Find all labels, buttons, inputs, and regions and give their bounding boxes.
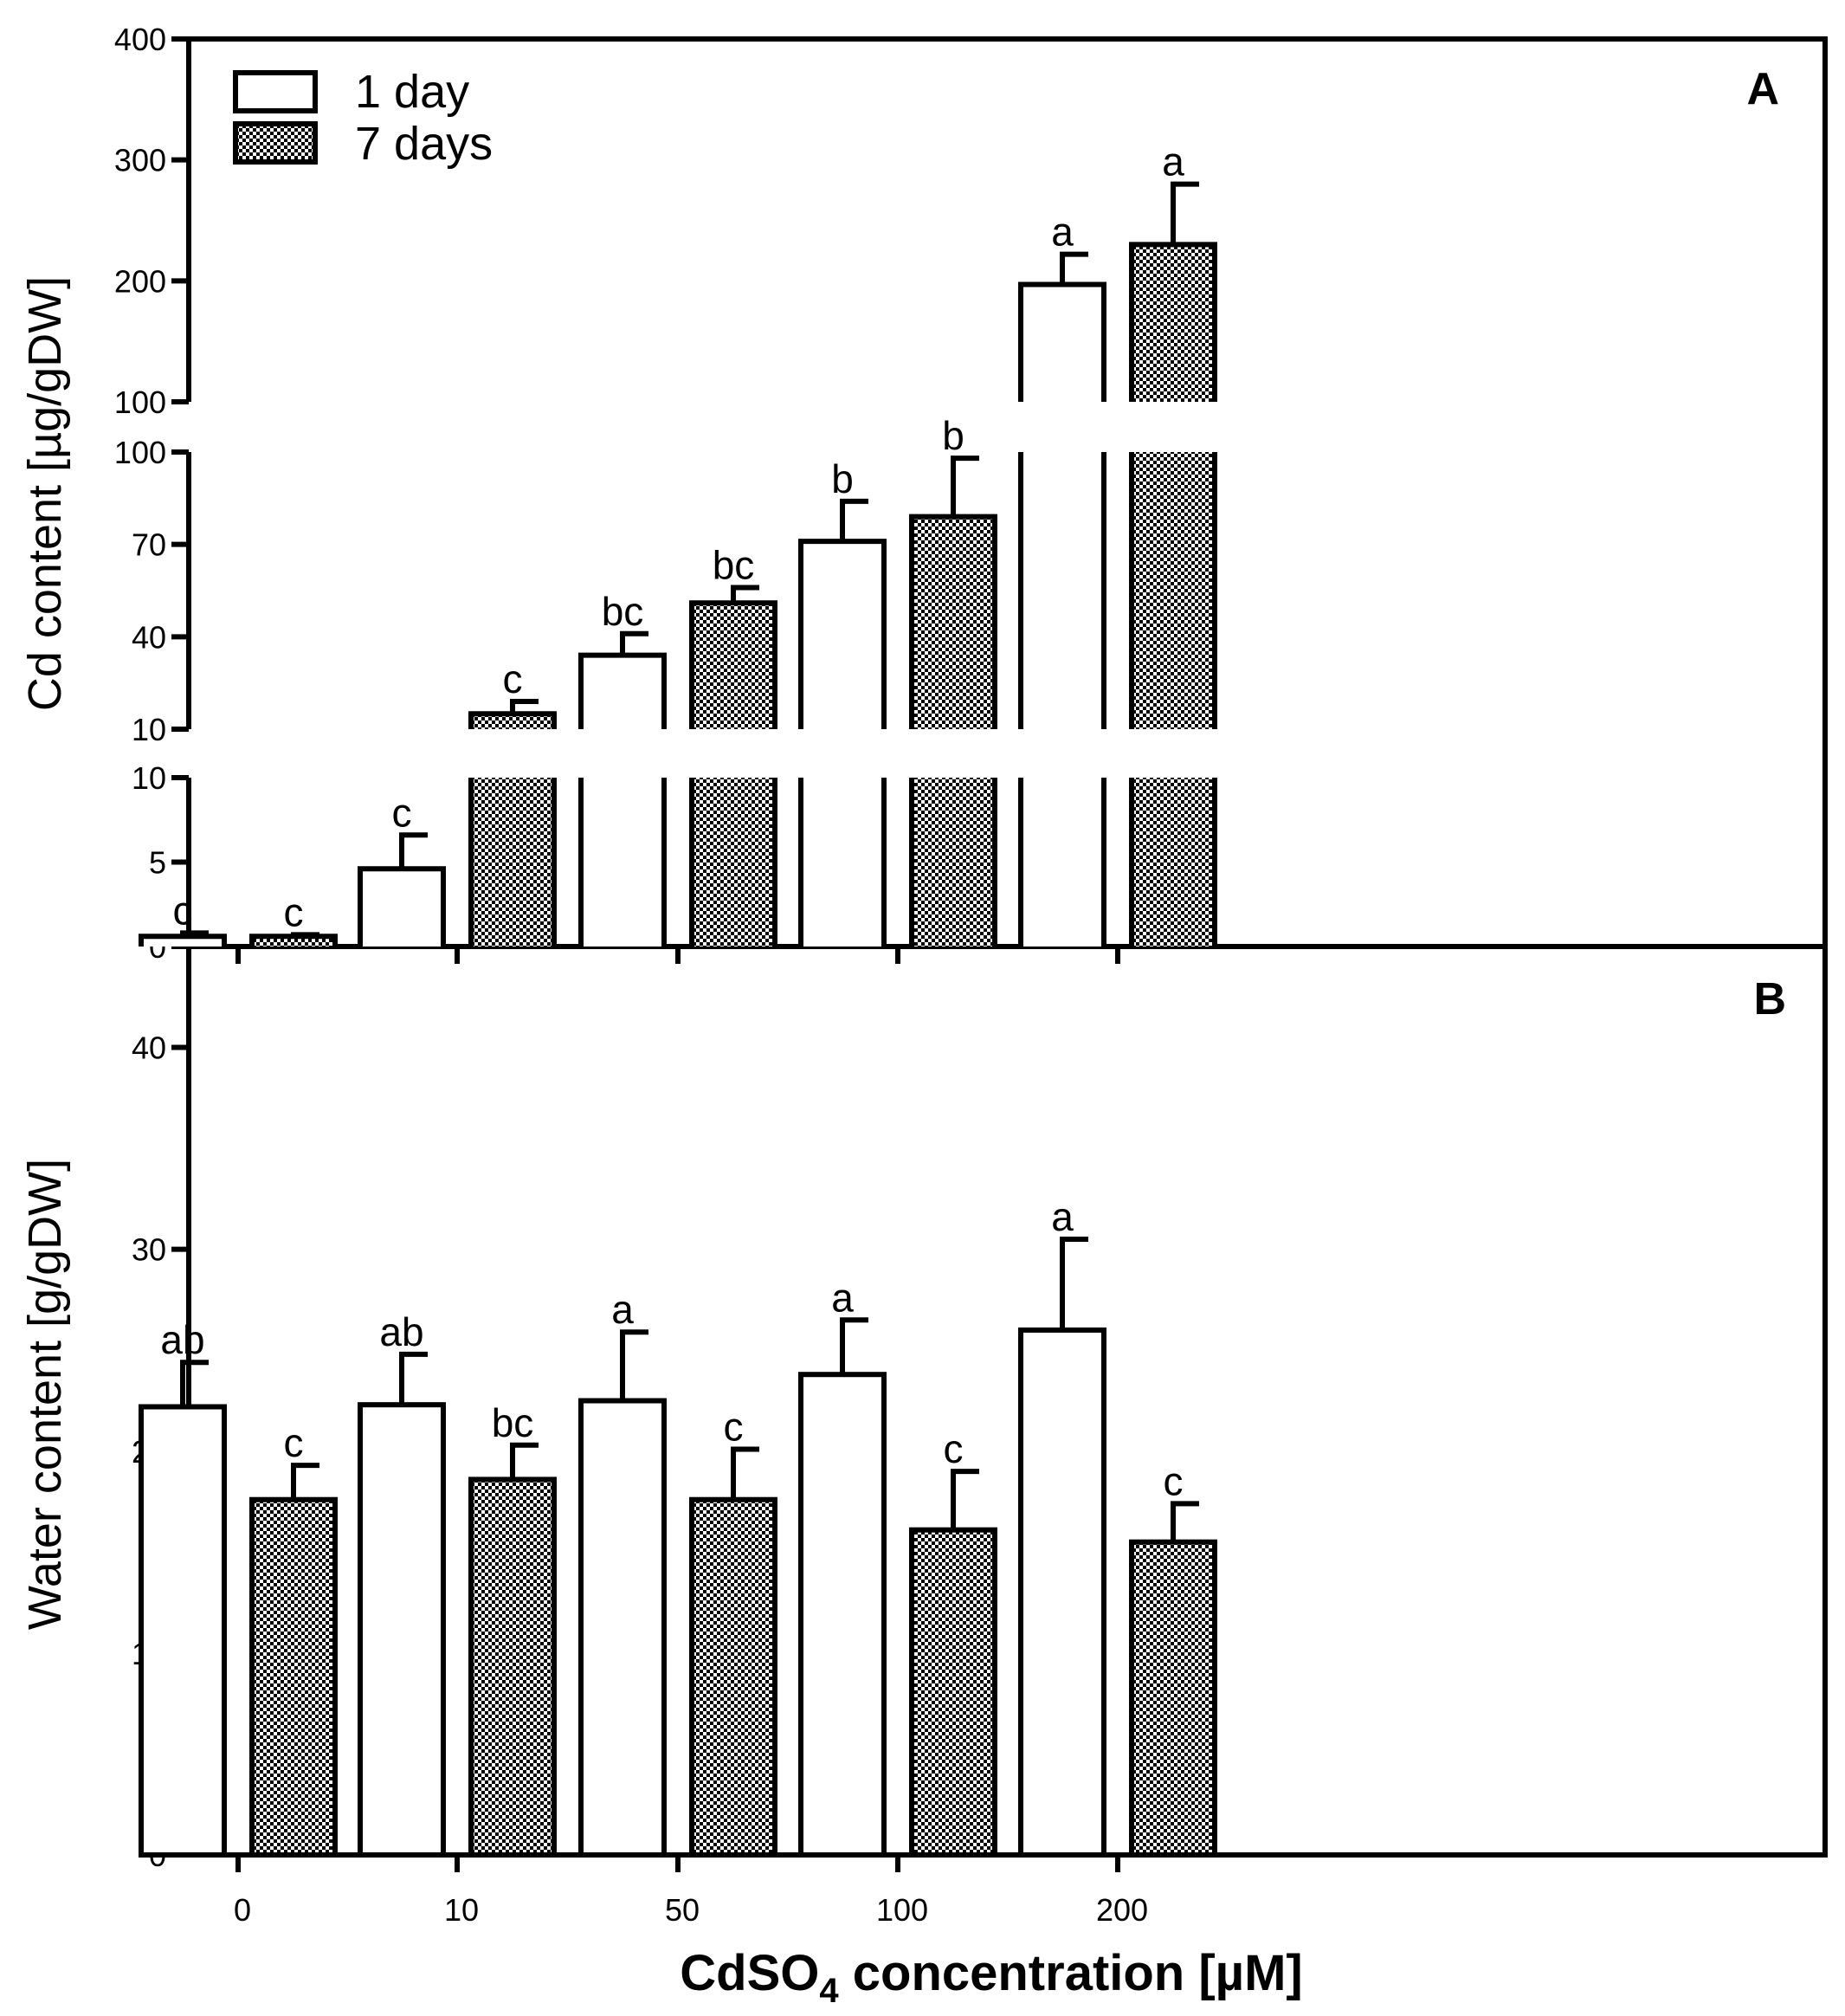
y-tick-label-b: 40 <box>132 1031 166 1066</box>
bar-a-outline <box>689 778 777 947</box>
y-tick-label-a: 200 <box>114 263 166 299</box>
y-axis-title-a: Cd content [µg/gDW] <box>19 276 71 711</box>
bar-a <box>1021 284 1104 402</box>
bar-a <box>912 516 995 729</box>
x-tick-label: 50 <box>665 1892 700 1928</box>
bar-a <box>692 778 775 947</box>
y-tick-label-a: 40 <box>132 619 166 655</box>
x-tick-label: 0 <box>234 1892 251 1928</box>
significance-label-b: a <box>1051 1194 1074 1239</box>
bar-b <box>468 1476 557 1858</box>
significance-label-b: c <box>724 1404 744 1449</box>
y-tick-label-a: 100 <box>114 435 166 470</box>
bar-a <box>581 655 664 729</box>
x-axis-title-suffix: concentration [µM] <box>839 1945 1303 2001</box>
x-axis-title: CdSO4 concentration [µM] <box>680 1945 1302 2010</box>
bar-a-outline <box>578 778 667 947</box>
y-tick-label-a: 300 <box>114 143 166 178</box>
bar-a <box>1021 452 1104 729</box>
panel-a-frame <box>189 36 1828 947</box>
bar-b <box>358 1402 446 1858</box>
x-tick-label: 10 <box>444 1892 479 1928</box>
panel-letter-a: A <box>1746 64 1779 114</box>
significance-label-b: a <box>611 1287 634 1332</box>
bar-a-outline <box>468 778 557 947</box>
panel-letter-b: B <box>1753 974 1786 1024</box>
legend-label-7-days: 7 days <box>355 118 493 170</box>
bar-b <box>909 1527 997 1858</box>
bar-b <box>798 1372 887 1858</box>
significance-label-a: c <box>503 656 523 701</box>
bar-b <box>689 1496 777 1858</box>
significance-label-b: ab <box>160 1317 204 1362</box>
bar-a <box>252 936 335 947</box>
significance-label-a: c <box>284 889 304 934</box>
bar-a-outline <box>578 652 667 729</box>
significance-label-a: b <box>831 456 854 501</box>
bar-a-outline <box>1129 452 1217 729</box>
y-tick-label-a: 100 <box>114 384 166 420</box>
legend: 1 day 7 days <box>233 66 493 170</box>
bar-a <box>471 714 554 729</box>
bar-a <box>1132 452 1215 729</box>
bar-a <box>801 778 884 947</box>
significance-label-a: c <box>392 790 412 835</box>
significance-label-b: c <box>944 1426 964 1471</box>
bar-b <box>249 1496 338 1858</box>
y-tick-label-a: 70 <box>132 527 166 563</box>
bar-b <box>1018 1327 1106 1858</box>
bar-b <box>578 1398 667 1858</box>
bar-a <box>912 778 995 947</box>
bar-b <box>139 1404 227 1858</box>
significance-label-b: c <box>284 1420 304 1465</box>
y-tick-label-a: 5 <box>149 845 166 881</box>
significance-label-a: a <box>1162 139 1184 184</box>
significance-label-a: b <box>942 413 964 458</box>
bar-a-outline <box>798 778 887 947</box>
bar-a-outline <box>909 514 997 729</box>
x-tick-label: 100 <box>876 1892 928 1928</box>
bar-a <box>1021 778 1104 947</box>
bar-a <box>581 778 664 947</box>
x-tick-label: 200 <box>1096 1892 1148 1928</box>
bar-a <box>801 541 884 729</box>
significance-label-a: a <box>1051 210 1074 255</box>
bar-a <box>1132 778 1215 947</box>
significance-label-b: bc <box>492 1400 534 1445</box>
legend-swatch-7-days <box>233 121 318 165</box>
y-axis-title-b: Water content [g/gDW] <box>19 1159 71 1630</box>
significance-label-a: bc <box>713 542 755 587</box>
x-axis-title-subscript: 4 <box>819 1972 839 2010</box>
bar-a <box>360 869 443 947</box>
bar-a <box>471 778 554 947</box>
bar-a-outline <box>1129 778 1217 947</box>
y-tick-label-a: 10 <box>132 760 166 796</box>
bar-a <box>141 936 224 947</box>
legend-label-1-day: 1 day <box>355 66 469 118</box>
bar-a-outline <box>1018 778 1106 947</box>
bar-a <box>692 603 775 729</box>
x-axis-title-prefix: CdSO <box>680 1945 819 2001</box>
significance-label-a: c <box>173 888 193 933</box>
significance-label-b: ab <box>379 1309 423 1354</box>
y-tick-label-a: 400 <box>114 22 166 57</box>
significance-label-b: c <box>1164 1458 1184 1503</box>
bar-b <box>1129 1539 1217 1858</box>
significance-label-b: a <box>831 1275 854 1320</box>
y-tick-label-b: 30 <box>132 1232 166 1268</box>
legend-swatch-1-day <box>233 70 318 113</box>
bar-a-outline <box>909 778 997 947</box>
bar-a-outline <box>1018 452 1106 729</box>
y-tick-label-a: 10 <box>132 712 166 747</box>
bar-a <box>1132 244 1215 402</box>
significance-label-a: bc <box>602 589 644 634</box>
